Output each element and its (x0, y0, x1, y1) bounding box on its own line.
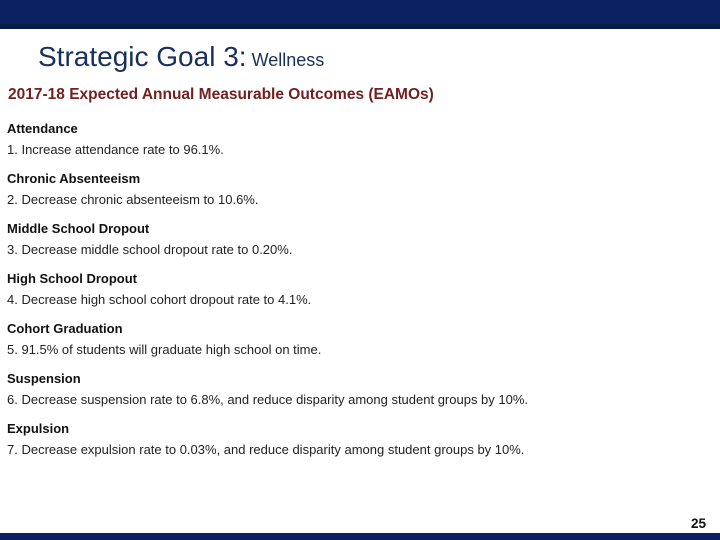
slide-title-suffix: Wellness (246, 50, 325, 70)
section-middle-school-dropout: Middle School Dropout 3. Decrease middle… (7, 221, 720, 258)
section-item: 7. Decrease expulsion rate to 0.03%, and… (7, 442, 525, 457)
slide-title-main: Strategic Goal 3: (38, 41, 247, 72)
section-item: 3. Decrease middle school dropout rate t… (7, 242, 293, 257)
section-item: 1. Increase attendance rate to 96.1%. (7, 142, 224, 157)
bottom-accent-bar (0, 533, 720, 540)
section-item: 4. Decrease high school cohort dropout r… (7, 292, 312, 307)
section-item: 6. Decrease suspension rate to 6.8%, and… (7, 392, 529, 407)
section-item: 2. Decrease chronic absenteeism to 10.6%… (7, 192, 259, 207)
section-cohort-graduation: Cohort Graduation 5. 91.5% of students w… (7, 321, 720, 358)
section-heading: Cohort Graduation (7, 321, 123, 336)
section-heading: Attendance (7, 121, 78, 136)
section-high-school-dropout: High School Dropout 4. Decrease high sch… (7, 271, 720, 308)
section-attendance: Attendance 1. Increase attendance rate t… (7, 121, 720, 158)
section-heading: Expulsion (7, 421, 70, 436)
top-accent-bar (0, 0, 720, 29)
slide-subtitle: 2017-18 Expected Annual Measurable Outco… (8, 86, 434, 103)
section-chronic-absenteeism: Chronic Absenteeism 2. Decrease chronic … (7, 171, 720, 208)
outcomes-list: Attendance 1. Increase attendance rate t… (7, 121, 720, 458)
section-heading: High School Dropout (7, 271, 137, 286)
page-number: 25 (690, 516, 706, 531)
section-heading: Suspension (7, 371, 81, 386)
section-expulsion: Expulsion 7. Decrease expulsion rate to … (7, 421, 720, 458)
slide-title: Strategic Goal 3: Wellness (38, 40, 720, 77)
section-item: 5. 91.5% of students will graduate high … (7, 342, 322, 357)
section-heading: Chronic Absenteeism (7, 171, 141, 186)
section-suspension: Suspension 6. Decrease suspension rate t… (7, 371, 720, 408)
section-heading: Middle School Dropout (7, 221, 150, 236)
